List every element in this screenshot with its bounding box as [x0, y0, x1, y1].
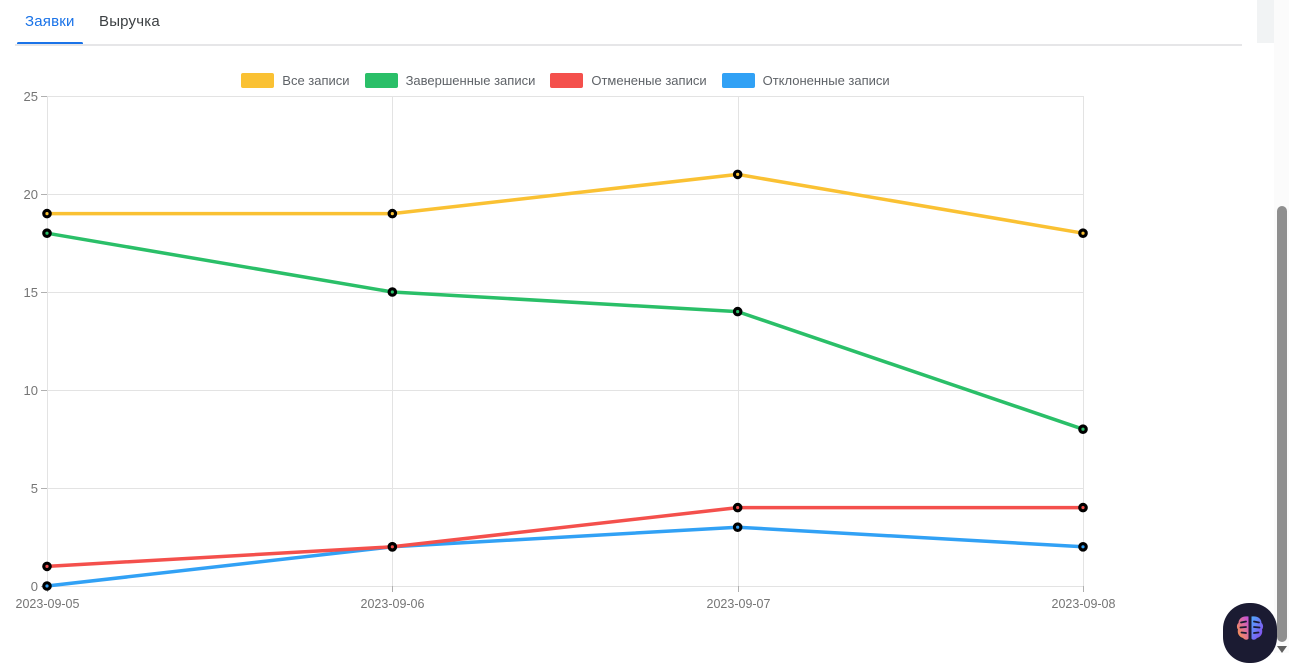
data-point-marker[interactable]: [387, 208, 398, 219]
data-point-marker[interactable]: [387, 287, 398, 297]
data-point-marker[interactable]: [732, 502, 743, 513]
series-line: [45, 231, 1085, 431]
legend-label: Завершенные записи: [405, 72, 536, 88]
series-line: [45, 172, 1085, 235]
tab-bar: Заявки Выручка: [0, 0, 1257, 46]
data-point-marker[interactable]: [1078, 228, 1088, 239]
data-point-marker[interactable]: [1078, 424, 1088, 435]
series-line: [45, 505, 1085, 569]
page-background-corner-right: [1257, 0, 1274, 43]
tab-vyruchka[interactable]: Выручка: [99, 0, 160, 42]
data-point-marker[interactable]: [387, 541, 398, 552]
legend-label: Отмененые записи: [591, 72, 707, 88]
scrollbar-thumb[interactable]: [1277, 206, 1287, 642]
x-axis-tick-label: 2023-09-08: [1052, 597, 1116, 611]
chevron-down-icon[interactable]: [1277, 646, 1287, 653]
legend-item[interactable]: Все записи: [241, 72, 350, 88]
data-point-marker[interactable]: [42, 561, 52, 572]
chart-legend: Все записи Завершенные записи Отмененые …: [0, 71, 1131, 89]
legend-label: Отклоненные записи: [762, 72, 890, 88]
data-point-marker[interactable]: [1078, 541, 1088, 552]
x-axis-tick-label: 2023-09-07: [707, 597, 771, 611]
data-point-marker[interactable]: [732, 169, 743, 180]
y-axis-tick-label: 25: [24, 89, 38, 104]
data-point-marker[interactable]: [732, 522, 743, 533]
tab-bar-divider: [15, 44, 1242, 46]
y-axis-tick-label: 15: [24, 285, 38, 300]
active-tab-underline: [17, 42, 83, 45]
legend-swatch: [721, 72, 755, 88]
legend-item[interactable]: Отмененые записи: [550, 72, 707, 88]
series-line: [45, 525, 1085, 588]
tab-zayavki[interactable]: Заявки: [25, 0, 75, 42]
line-chart-canvas[interactable]: 0 5 10 15 20 25 2023-09-05 2023-09-06 2023-09-07…: [0, 86, 1160, 626]
data-point-marker[interactable]: [42, 581, 52, 591]
data-point-marker[interactable]: [42, 228, 52, 239]
data-point-marker[interactable]: [1078, 502, 1088, 513]
data-point-marker[interactable]: [732, 306, 743, 317]
data-point-marker[interactable]: [42, 208, 52, 219]
brain-icon: [1236, 616, 1264, 640]
x-axis-tick-label: 2023-09-06: [361, 597, 425, 611]
legend-swatch: [364, 72, 398, 88]
y-axis-tick-label: 20: [24, 187, 38, 202]
y-axis-tick-label: 5: [31, 481, 38, 496]
assistant-brain-button[interactable]: [1223, 603, 1277, 663]
x-axis-tick-label: 2023-09-05: [16, 597, 80, 611]
legend-label: Все записи: [282, 72, 350, 88]
legend-item[interactable]: Отклоненные записи: [721, 72, 890, 88]
y-axis-tick-label: 0: [31, 579, 38, 594]
legend-swatch: [241, 72, 275, 88]
y-axis-tick-label: 10: [24, 383, 38, 398]
legend-swatch: [550, 72, 584, 88]
legend-item[interactable]: Завершенные записи: [364, 72, 536, 88]
